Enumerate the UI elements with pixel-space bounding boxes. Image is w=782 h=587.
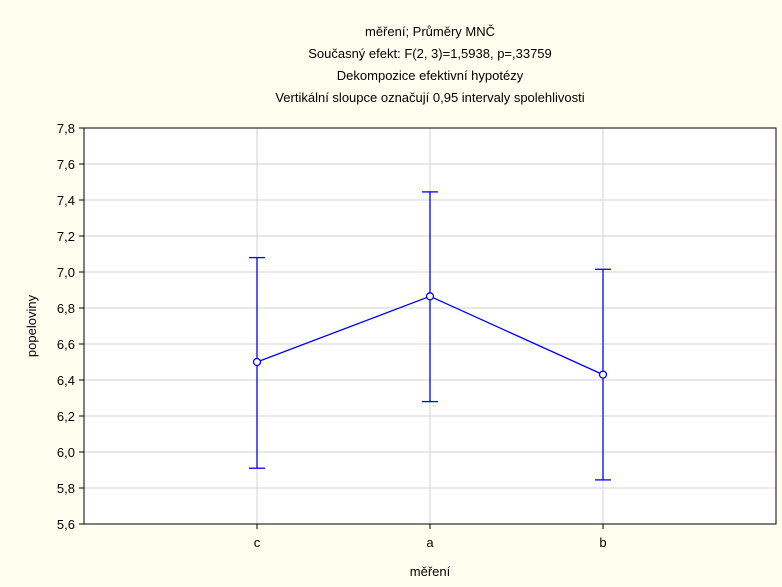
x-tick-label: a	[426, 535, 434, 550]
chart-title: měření; Průměry MNČ Současný efekt: F(2, …	[275, 24, 584, 105]
title-line-3: Dekompozice efektivní hypotézy	[337, 68, 524, 83]
y-tick-label: 6,8	[57, 301, 75, 316]
title-line-4: Vertikální sloupce označují 0,95 interva…	[275, 90, 584, 105]
mean-point-a	[425, 292, 435, 301]
x-axis-label: měření	[410, 564, 451, 579]
y-axis: 5,6 5,8 6,0 6,2 6,4 6,6 6,8 7,0 7,2 7,4 7,6 7,8	[57, 121, 84, 532]
title-line-1: měření; Průměry MNČ	[365, 24, 495, 39]
mean-point-b	[598, 370, 608, 379]
x-tick-label: c	[254, 535, 261, 550]
y-tick-label: 7,6	[57, 157, 75, 172]
y-tick-label: 5,8	[57, 481, 75, 496]
y-tick-label: 7,2	[57, 229, 75, 244]
y-axis-label: popeloviny	[24, 294, 39, 357]
data-points	[252, 292, 608, 379]
y-tick-label: 7,4	[57, 193, 75, 208]
y-tick-label: 5,6	[57, 517, 75, 532]
y-tick-label: 6,0	[57, 445, 75, 460]
y-tick-label: 6,6	[57, 337, 75, 352]
title-line-2: Současný efekt: F(2, 3)=1,5938, p=,33759	[308, 46, 552, 61]
mean-point-c	[252, 357, 262, 367]
y-tick-label: 6,2	[57, 409, 75, 424]
y-tick-label: 6,4	[57, 373, 75, 388]
y-tick-label: 7,0	[57, 265, 75, 280]
y-tick-label: 7,8	[57, 121, 75, 136]
x-tick-label: b	[599, 535, 606, 550]
